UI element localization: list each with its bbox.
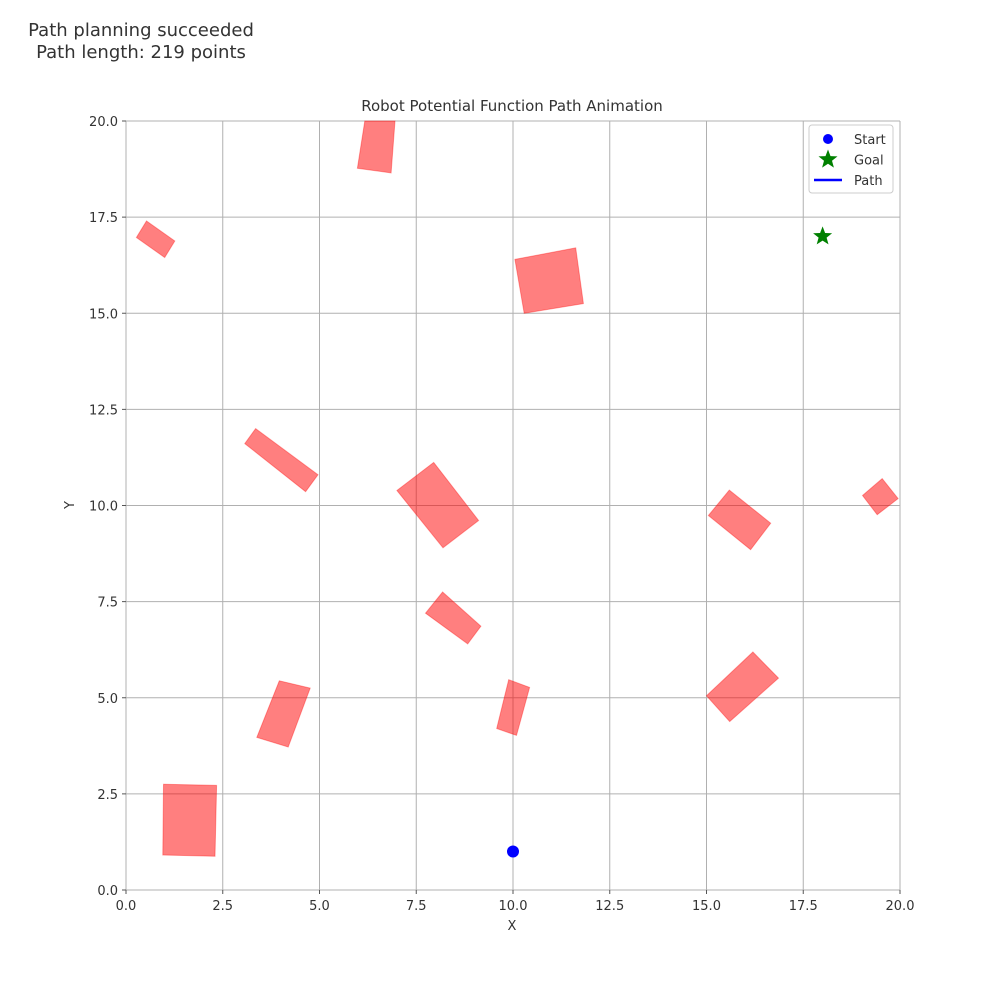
- markers: [507, 226, 833, 858]
- x-tick-label: 5.0: [309, 899, 330, 914]
- obstacle-9: [424, 591, 482, 645]
- chart-title: Robot Potential Function Path Animation: [361, 97, 663, 115]
- x-tick-label: 0.0: [116, 899, 137, 914]
- grid: [125, 120, 901, 891]
- start-marker: [507, 845, 519, 858]
- obstacle-1: [162, 783, 218, 857]
- y-tick-label: 17.5: [89, 211, 118, 226]
- obstacle-10: [496, 679, 531, 737]
- y-tick-label: 0.0: [97, 884, 118, 899]
- obstacles: [135, 120, 899, 857]
- status-message: Path planning succeeded: [28, 20, 254, 41]
- legend-label-goal: Goal: [854, 154, 884, 169]
- legend-goal-marker: [818, 149, 838, 168]
- path-length-text: Path length: 219 points: [36, 42, 246, 63]
- axes: [122, 120, 901, 894]
- y-tick-label: 20.0: [89, 115, 118, 130]
- obstacle-2: [356, 120, 396, 174]
- obstacle-12: [705, 651, 780, 723]
- y-axis-label: Y: [63, 501, 78, 510]
- obstacle-7: [707, 489, 772, 551]
- x-tick-label: 2.5: [212, 899, 233, 914]
- x-tick-label: 20.0: [886, 899, 915, 914]
- obstacle-11: [256, 680, 311, 748]
- tick-labels: 0.0 2.5 5.0 7.5 10.0 12.5 15.0 17.5 20.0 0.0 2.5 5.…: [89, 115, 914, 914]
- legend-label-path: Path: [854, 174, 883, 189]
- x-axis-label: X: [508, 919, 517, 934]
- x-tick-label: 12.5: [595, 899, 624, 914]
- obstacle-8: [861, 477, 899, 516]
- obstacle-5: [244, 427, 319, 493]
- x-tick-label: 7.5: [406, 899, 427, 914]
- legend-label-start: Start: [854, 133, 886, 148]
- legend: Start Goal Path: [808, 124, 894, 194]
- status-text: Path planning succeeded Path length: 219…: [0, 20, 282, 64]
- obstacle-3: [135, 220, 176, 259]
- y-tick-label: 12.5: [89, 403, 118, 418]
- y-tick-label: 7.5: [97, 596, 118, 611]
- obstacle-4: [514, 247, 584, 314]
- y-tick-label: 10.0: [89, 500, 118, 515]
- x-tick-label: 10.0: [499, 899, 528, 914]
- goal-marker: [813, 226, 833, 245]
- y-tick-label: 15.0: [89, 307, 118, 322]
- legend-start-marker: [823, 134, 833, 144]
- y-tick-label: 5.0: [97, 692, 118, 707]
- y-tick-label: 2.5: [97, 788, 118, 803]
- obstacle-6: [396, 461, 480, 549]
- x-tick-label: 17.5: [789, 899, 818, 914]
- x-tick-label: 15.0: [692, 899, 721, 914]
